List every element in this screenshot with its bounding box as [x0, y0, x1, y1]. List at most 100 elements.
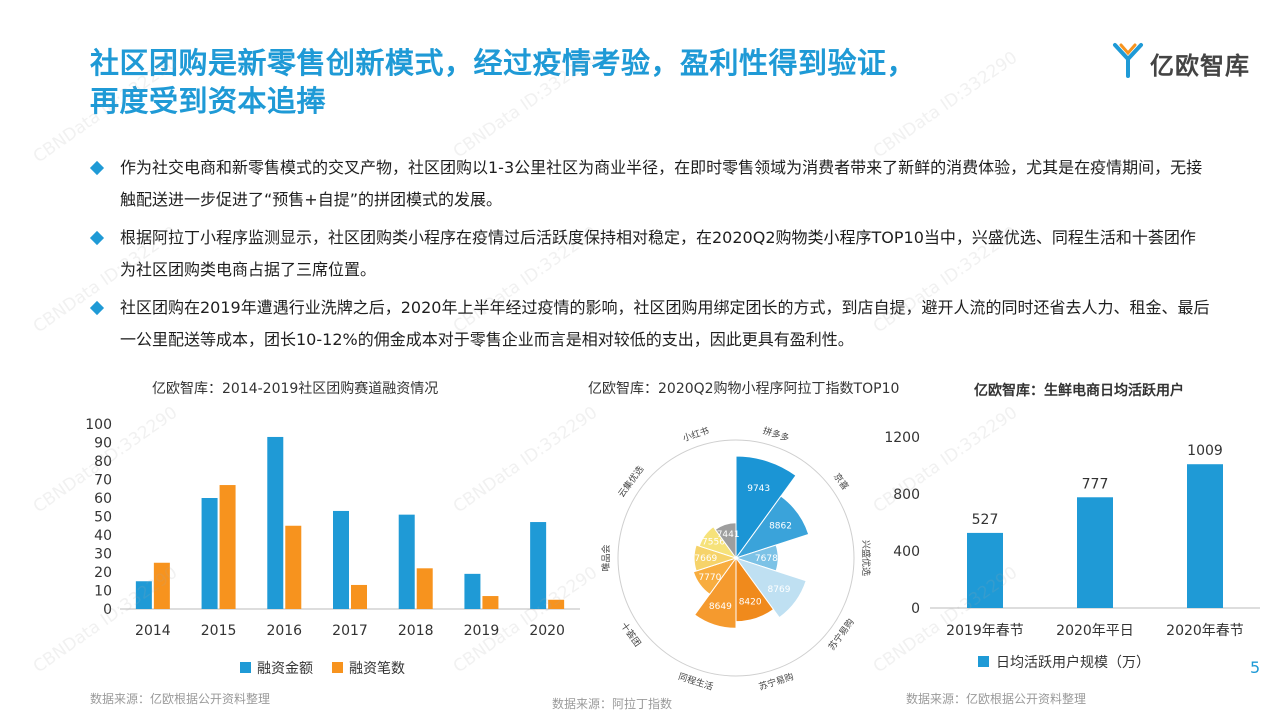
funding-bar-chart: 0 10 20 30 40 50 60 70 80 90 100 2014 2015 2016 2017 20… — [85, 417, 580, 677]
page-title: 社区团购是新零售创新模式，经过疫情考验，盈利性得到验证， 再度受到资本追捧 — [90, 44, 1050, 120]
rose-category-label: 云集优选 — [615, 463, 646, 499]
diamond-bullet-icon — [89, 230, 105, 246]
bar-funding-count — [416, 568, 433, 609]
bar-funding-amount — [135, 581, 152, 609]
diamond-bullet-icon — [89, 160, 105, 176]
legend-swatch — [978, 656, 989, 667]
y-tick-label: 0 — [911, 601, 920, 617]
rose-sector — [735, 455, 797, 560]
y-tick-label: 1200 — [884, 430, 920, 446]
dau-bar-chart: 0 400 800 1200 527 2019年春节 777 2020年平日 1009 2020年… — [884, 430, 1260, 671]
chart2-source: 数据来源：阿拉丁指数 — [552, 697, 673, 711]
legend-label: 融资金额 — [257, 661, 313, 677]
page-title-line2: 再度受到资本追捧 — [90, 84, 327, 118]
chart3-title: 亿欧智库：生鲜电商日均活跃用户 — [974, 383, 1184, 399]
bar-funding-count — [351, 584, 367, 609]
y-tick-label: 800 — [893, 487, 920, 503]
bullet-item: 作为社交电商和新零售模式的交叉产物，社区团购以1-3公里社区为商业半径，在即时零… — [89, 152, 1210, 216]
x-tick-label: 2016 — [266, 623, 302, 639]
aladdin-index-rose-chart: 9743 拼多多 8862 京喜 7678 兴盛优选 8769 苏宁易购 8420 苏宁易购 864… — [600, 424, 872, 693]
bar-value-label: 777 — [1082, 476, 1109, 492]
chart1-title: 亿欧智库：2014-2019社区团购赛道融资情况 — [152, 381, 439, 397]
legend-swatch — [332, 662, 343, 673]
x-tick-label: 2020 — [529, 623, 565, 639]
rose-category-label: 京喜 — [831, 471, 851, 493]
rose-value-label: 8862 — [769, 522, 792, 532]
bullet-item: 根据阿拉丁小程序监测显示，社区团购类小程序在疫情过后活跃度保持相对稳定，在202… — [89, 222, 1210, 286]
bullet-item: 社区团购在2019年遭遇行业洗牌之后，2020年上半年经过疫情的影响，社区团购用… — [89, 292, 1210, 356]
bar-value-label: 1009 — [1187, 443, 1223, 459]
x-tick-label: 2018 — [398, 623, 434, 639]
bar-funding-count — [482, 596, 499, 609]
legend-label: 融资笔数 — [349, 661, 405, 677]
x-tick-label: 2020年春节 — [1166, 623, 1244, 639]
rose-sector — [692, 557, 738, 595]
chart1-source: 数据来源：亿欧根据公开资料整理 — [90, 692, 271, 706]
rose-sector — [693, 544, 738, 572]
bar-funding-count — [153, 562, 170, 609]
bullet-text: 根据阿拉丁小程序监测显示，社区团购类小程序在疫情过后活跃度保持相对稳定，在202… — [120, 228, 1196, 279]
legend-swatch — [240, 662, 251, 673]
rose-sector — [734, 495, 810, 559]
rose-category-label: 苏宁易购 — [757, 670, 795, 693]
y-tick-label: 80 — [94, 454, 112, 470]
bar-funding-amount — [333, 510, 349, 609]
x-tick-label: 2014 — [135, 623, 171, 639]
rose-category-label: 兴盛优选 — [860, 540, 872, 576]
logo-mark-icon — [1113, 43, 1143, 78]
y-tick-label: 60 — [94, 491, 112, 507]
chart3-source: 数据来源：亿欧根据公开资料整理 — [906, 692, 1087, 706]
bullet-list: 作为社交电商和新零售模式的交叉产物，社区团购以1-3公里社区为商业半径，在即时零… — [89, 152, 1210, 362]
page-title-line1: 社区团购是新零售创新模式，经过疫情考验，盈利性得到验证， — [90, 46, 917, 80]
rose-value-label: 7669 — [694, 554, 717, 564]
bar-funding-amount — [464, 573, 481, 609]
y-tick-label: 0 — [103, 602, 112, 618]
bar-funding-count — [548, 599, 565, 609]
bar-daily-active-users — [1077, 497, 1113, 608]
rose-sector — [693, 556, 737, 629]
bar-funding-count — [219, 485, 236, 609]
rose-category-label: 十荟团 — [618, 620, 644, 649]
x-tick-label: 2015 — [201, 623, 237, 639]
bar-daily-active-users — [1187, 464, 1223, 608]
y-tick-label: 20 — [94, 565, 112, 581]
y-tick-label: 40 — [94, 528, 112, 544]
company-logo: 亿欧智库 — [1112, 42, 1252, 82]
bar-funding-count — [285, 525, 302, 609]
rose-value-label: 7678 — [755, 554, 778, 564]
rose-category-label: 小红书 — [681, 424, 710, 444]
rose-sector — [698, 526, 738, 559]
rose-outer-ring — [617, 439, 855, 677]
y-tick-label: 30 — [94, 547, 112, 563]
bullet-text: 作为社交电商和新零售模式的交叉产物，社区团购以1-3公里社区为商业半径，在即时零… — [120, 158, 1203, 209]
diamond-bullet-icon — [89, 300, 105, 316]
x-tick-label: 2017 — [332, 623, 368, 639]
rose-value-label: 8769 — [768, 585, 791, 595]
y-tick-label: 70 — [94, 473, 112, 489]
y-tick-label: 90 — [94, 436, 112, 452]
rose-sector — [714, 522, 737, 560]
y-tick-label: 10 — [94, 584, 112, 600]
rose-category-label: 唯品会 — [600, 544, 612, 571]
x-tick-label: 2019 — [464, 623, 500, 639]
page-number: 5 — [1250, 658, 1261, 677]
bar-funding-amount — [267, 436, 284, 609]
bar-funding-amount — [398, 514, 415, 609]
rose-value-label: 9743 — [747, 484, 770, 494]
y-tick-label: 400 — [893, 544, 920, 560]
y-tick-label: 50 — [94, 510, 112, 526]
rose-value-label: 7770 — [698, 573, 721, 583]
legend-label: 日均活跃用户规模（万） — [996, 654, 1150, 671]
rose-value-label: 7441 — [717, 530, 740, 540]
bar-daily-active-users — [967, 532, 1003, 608]
x-tick-label: 2020年平日 — [1056, 623, 1134, 639]
rose-sector — [734, 557, 807, 619]
rose-category-label: 拼多多 — [761, 424, 790, 444]
rose-category-label: 同程生活 — [677, 670, 715, 693]
bar-value-label: 527 — [972, 512, 999, 528]
logo-text: 亿欧智库 — [1150, 52, 1250, 80]
bullet-text: 社区团购在2019年遭遇行业洗牌之后，2020年上半年经过疫情的影响，社区团购用… — [120, 298, 1210, 349]
rose-value-label: 7556 — [702, 538, 725, 548]
bar-funding-amount — [201, 498, 218, 609]
rose-category-label: 苏宁易购 — [826, 616, 857, 652]
